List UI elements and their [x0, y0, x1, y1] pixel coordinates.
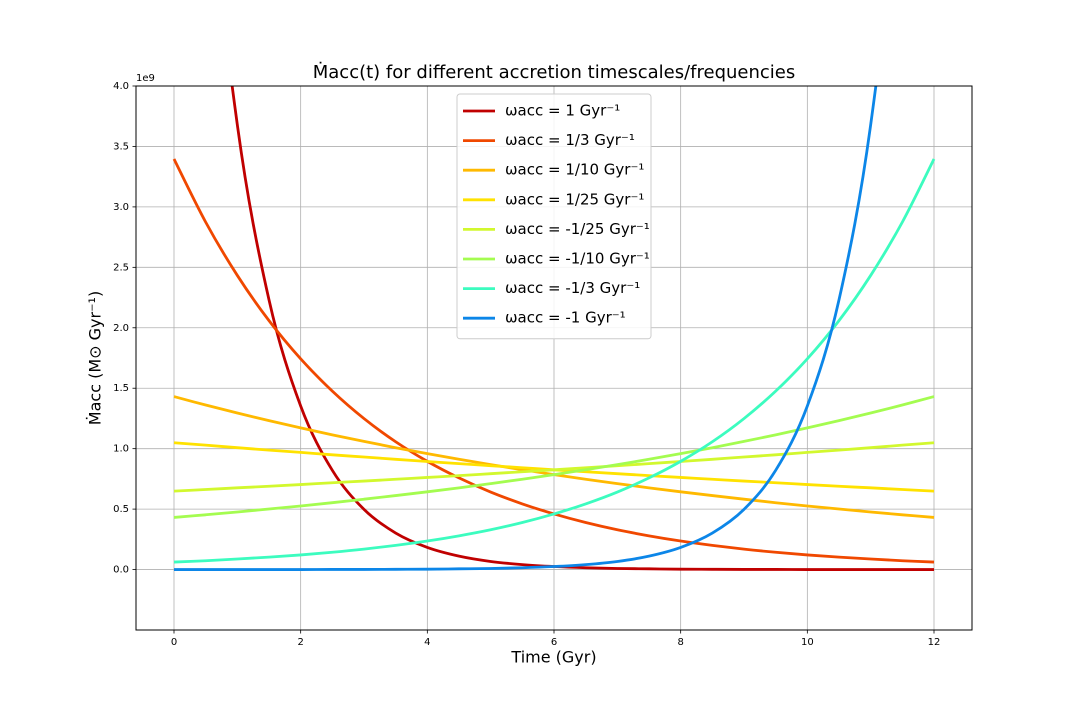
y-tick-label: 1.5	[113, 383, 129, 394]
legend: ωacc = 1 Gyr⁻¹ ωacc = 1/3 Gyr⁻¹ ωacc = 1/1…	[456, 93, 652, 340]
y-tick-label: 4.0	[113, 81, 129, 92]
x-tick-label: 6	[551, 637, 557, 648]
x-tick-label: 2	[297, 637, 303, 648]
chart-title: Ṁacc(t) for different accretion timescal…	[313, 62, 796, 83]
legend-label: ωacc = 1/25 Gyr⁻¹	[505, 190, 644, 208]
data-line	[173, 395, 935, 519]
x-tick-label: 8	[677, 637, 683, 648]
y-offset-label: 1e9	[136, 73, 155, 84]
data-line	[174, 86, 878, 571]
legend-label: ωacc = 1/3 Gyr⁻¹	[505, 131, 635, 149]
data-line	[173, 441, 935, 493]
y-axis-label: Ṁacc (M⊙ Gyr⁻¹)	[86, 291, 105, 425]
data-line	[173, 158, 936, 564]
y-tick-label: 0.5	[113, 504, 129, 515]
x-axis-label: Time (Gyr)	[510, 648, 596, 667]
x-tick-label: 4	[424, 637, 430, 648]
legend-box	[456, 93, 652, 340]
y-tick-label: 2.5	[113, 262, 129, 273]
data-line	[230, 86, 934, 571]
x-tick-label: 12	[928, 637, 941, 648]
x-tick-label: 10	[801, 637, 814, 648]
legend-label: ωacc = -1/10 Gyr⁻¹	[505, 250, 650, 268]
y-tick-label: 0.0	[113, 565, 129, 576]
legend-label: ωacc = -1/25 Gyr⁻¹	[505, 220, 650, 238]
y-tick-label: 2.0	[113, 323, 129, 334]
plot-area	[172, 86, 936, 571]
legend-label: ωacc = 1 Gyr⁻¹	[505, 102, 620, 120]
y-tick-label: 3.5	[113, 141, 129, 152]
x-tick-label: 0	[171, 637, 177, 648]
y-tick-label: 3.0	[113, 202, 129, 213]
legend-label: ωacc = 1/10 Gyr⁻¹	[505, 161, 644, 179]
legend-label: ωacc = -1/3 Gyr⁻¹	[505, 279, 640, 297]
y-tick-label: 1.0	[113, 444, 129, 455]
legend-label: ωacc = -1 Gyr⁻¹	[505, 309, 626, 327]
